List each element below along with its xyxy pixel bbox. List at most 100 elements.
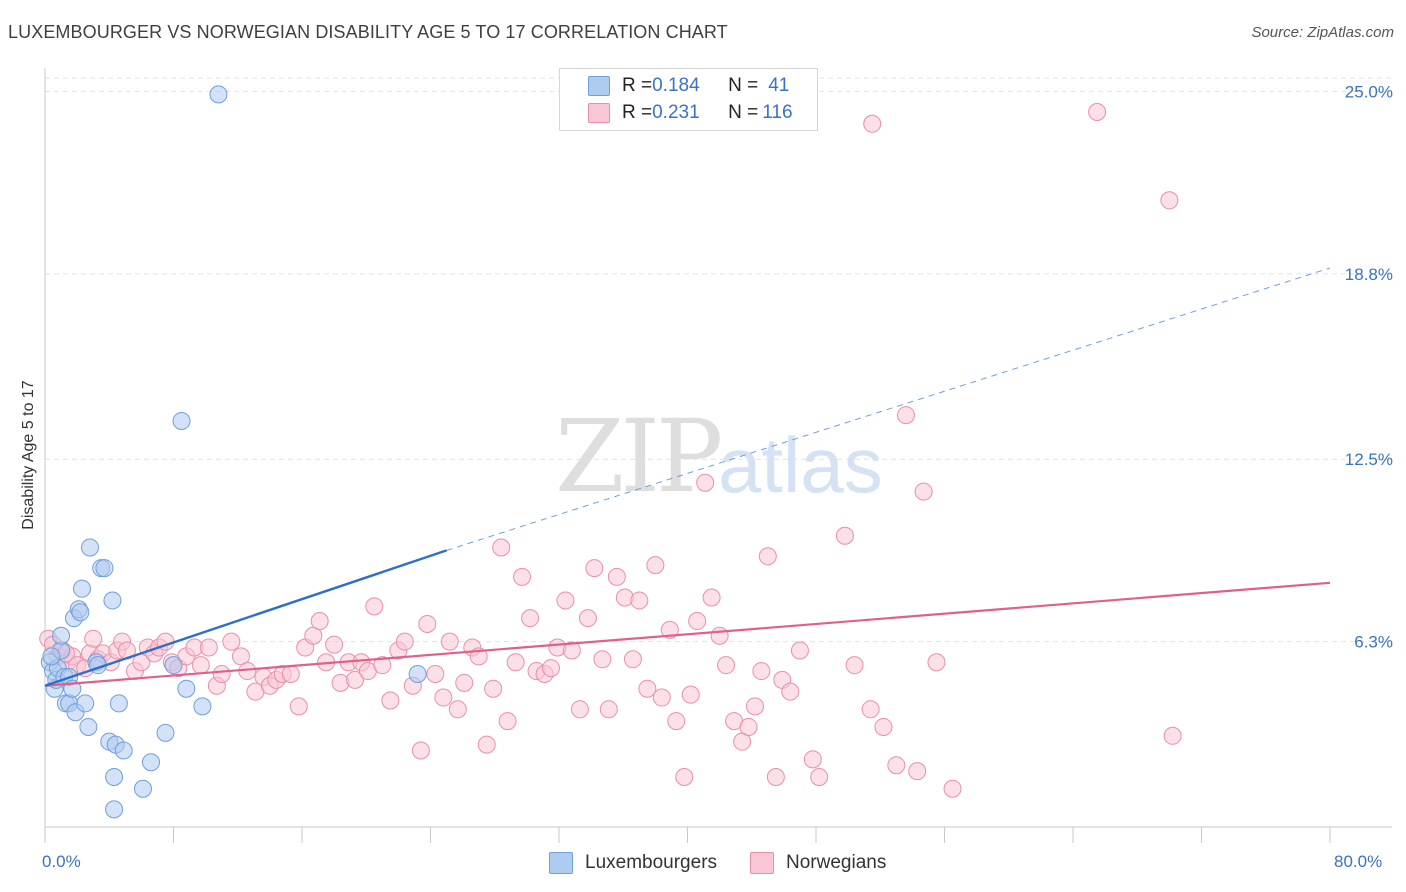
data-point-norwegians (191, 656, 210, 675)
data-point-norwegians (863, 114, 882, 133)
data-point-norwegians (578, 609, 597, 628)
data-point-luxembourgers (209, 85, 228, 104)
data-point-norwegians (212, 665, 231, 683)
data-point-norwegians (758, 547, 777, 566)
data-point-luxembourgers (408, 665, 427, 683)
data-point-norwegians (717, 656, 736, 675)
legend-r-label: R = (622, 75, 653, 96)
bottom-legend-norwegians: Norwegians (750, 852, 886, 874)
data-point-norwegians (861, 700, 880, 719)
data-point-luxembourgers (103, 591, 122, 610)
data-point-norwegians (599, 700, 618, 719)
legend-r-value: 0.231 (652, 102, 700, 123)
data-point-norwegians (585, 559, 604, 578)
data-point-norwegians (498, 712, 517, 731)
data-point-norwegians (874, 717, 893, 736)
data-point-norwegians (492, 538, 511, 557)
data-point-norwegians (681, 685, 700, 704)
data-point-luxembourgers (193, 697, 212, 716)
data-point-norwegians (675, 767, 694, 786)
data-point-norwegians (739, 717, 758, 736)
data-point-norwegians (615, 588, 634, 607)
data-point-norwegians (541, 659, 560, 678)
data-point-norwegians (781, 682, 800, 701)
trend-line-luxembourgers-projection (446, 267, 1331, 551)
data-point-norwegians (623, 650, 642, 669)
data-point-luxembourgers (76, 694, 95, 713)
data-point-norwegians (426, 665, 445, 683)
legend-n-label: N = (728, 75, 759, 96)
data-point-norwegians (1088, 103, 1107, 122)
data-point-luxembourgers (172, 411, 191, 430)
data-point-luxembourgers (156, 723, 175, 742)
legend-r-value: 0.184 (652, 75, 700, 96)
watermark-atlas: atlas (718, 421, 883, 509)
data-point-norwegians (84, 629, 103, 648)
legend-row-norwegians: R = 0.231 N = 116 (560, 100, 793, 126)
data-point-luxembourgers (105, 800, 124, 819)
data-point-norwegians (790, 641, 809, 660)
trend-line-luxembourgers (44, 549, 447, 687)
data-point-norwegians (331, 673, 350, 692)
data-point-norwegians (325, 635, 344, 654)
data-point-norwegians (455, 673, 474, 692)
data-point-luxembourgers (164, 656, 183, 675)
data-point-norwegians (477, 735, 496, 754)
data-point-norwegians (710, 626, 729, 645)
legend-swatch-norwegians (588, 103, 610, 123)
data-point-norwegians (365, 597, 384, 616)
data-point-norwegians (646, 556, 665, 575)
legend: R = 0.184 N = 41 R = 0.231 N = 116 (559, 68, 818, 131)
data-point-norwegians (702, 588, 721, 607)
data-point-norwegians (630, 591, 649, 610)
data-point-norwegians (199, 638, 218, 657)
x-tick-label-max: 80.0% (1334, 852, 1383, 871)
data-point-norwegians (766, 767, 785, 786)
data-point-norwegians (943, 779, 962, 798)
legend-n-value: 116 (762, 102, 793, 123)
data-point-norwegians (521, 609, 540, 628)
data-point-luxembourgers (142, 753, 161, 772)
data-point-norwegians (562, 641, 581, 660)
data-point-luxembourgers (72, 579, 91, 598)
data-point-norwegians (652, 688, 671, 707)
bottom-legend-swatch-norwegians (750, 852, 774, 874)
data-point-norwegians (440, 632, 459, 651)
data-point-norwegians (914, 482, 933, 501)
bottom-legend-label-luxembourgers: Luxembourgers (585, 852, 718, 873)
trend-line-norwegians (44, 581, 1331, 687)
data-point-norwegians (310, 612, 329, 631)
x-tick-label-min: 0.0% (42, 852, 81, 871)
legend-r-label: R = (622, 102, 653, 123)
data-point-luxembourgers (133, 779, 152, 798)
chart-source: Source: ZipAtlas.com (1251, 24, 1394, 41)
data-point-norwegians (696, 473, 715, 492)
data-point-norwegians (660, 620, 679, 639)
data-point-norwegians (887, 756, 906, 775)
data-point-norwegians (638, 679, 657, 698)
data-point-norwegians (896, 406, 915, 425)
legend-n-value: 41 (768, 75, 790, 96)
data-point-norwegians (411, 741, 430, 760)
data-point-norwegians (289, 697, 308, 716)
data-point-norwegians (448, 700, 467, 719)
data-point-norwegians (845, 656, 864, 675)
data-point-norwegians (381, 691, 400, 710)
watermark-zip: ZIP (555, 398, 723, 515)
chart-title: LUXEMBOURGER VS NORWEGIAN DISABILITY AGE… (8, 22, 728, 42)
data-point-norwegians (927, 653, 946, 672)
data-point-norwegians (1163, 726, 1182, 745)
data-point-luxembourgers (80, 538, 99, 557)
data-point-norwegians (752, 662, 771, 681)
data-point-norwegians (346, 670, 365, 689)
data-point-luxembourgers (109, 694, 128, 713)
y-tick-label: 25.0% (1345, 82, 1393, 101)
legend-row-luxembourgers: R = 0.184 N = 41 (560, 73, 789, 99)
legend-n-label: N = (728, 102, 759, 123)
data-point-norwegians (1160, 191, 1179, 210)
data-point-luxembourgers (42, 647, 61, 666)
data-point-norwegians (548, 638, 567, 657)
y-tick-label: 18.8% (1345, 265, 1393, 284)
data-point-norwegians (395, 632, 414, 651)
